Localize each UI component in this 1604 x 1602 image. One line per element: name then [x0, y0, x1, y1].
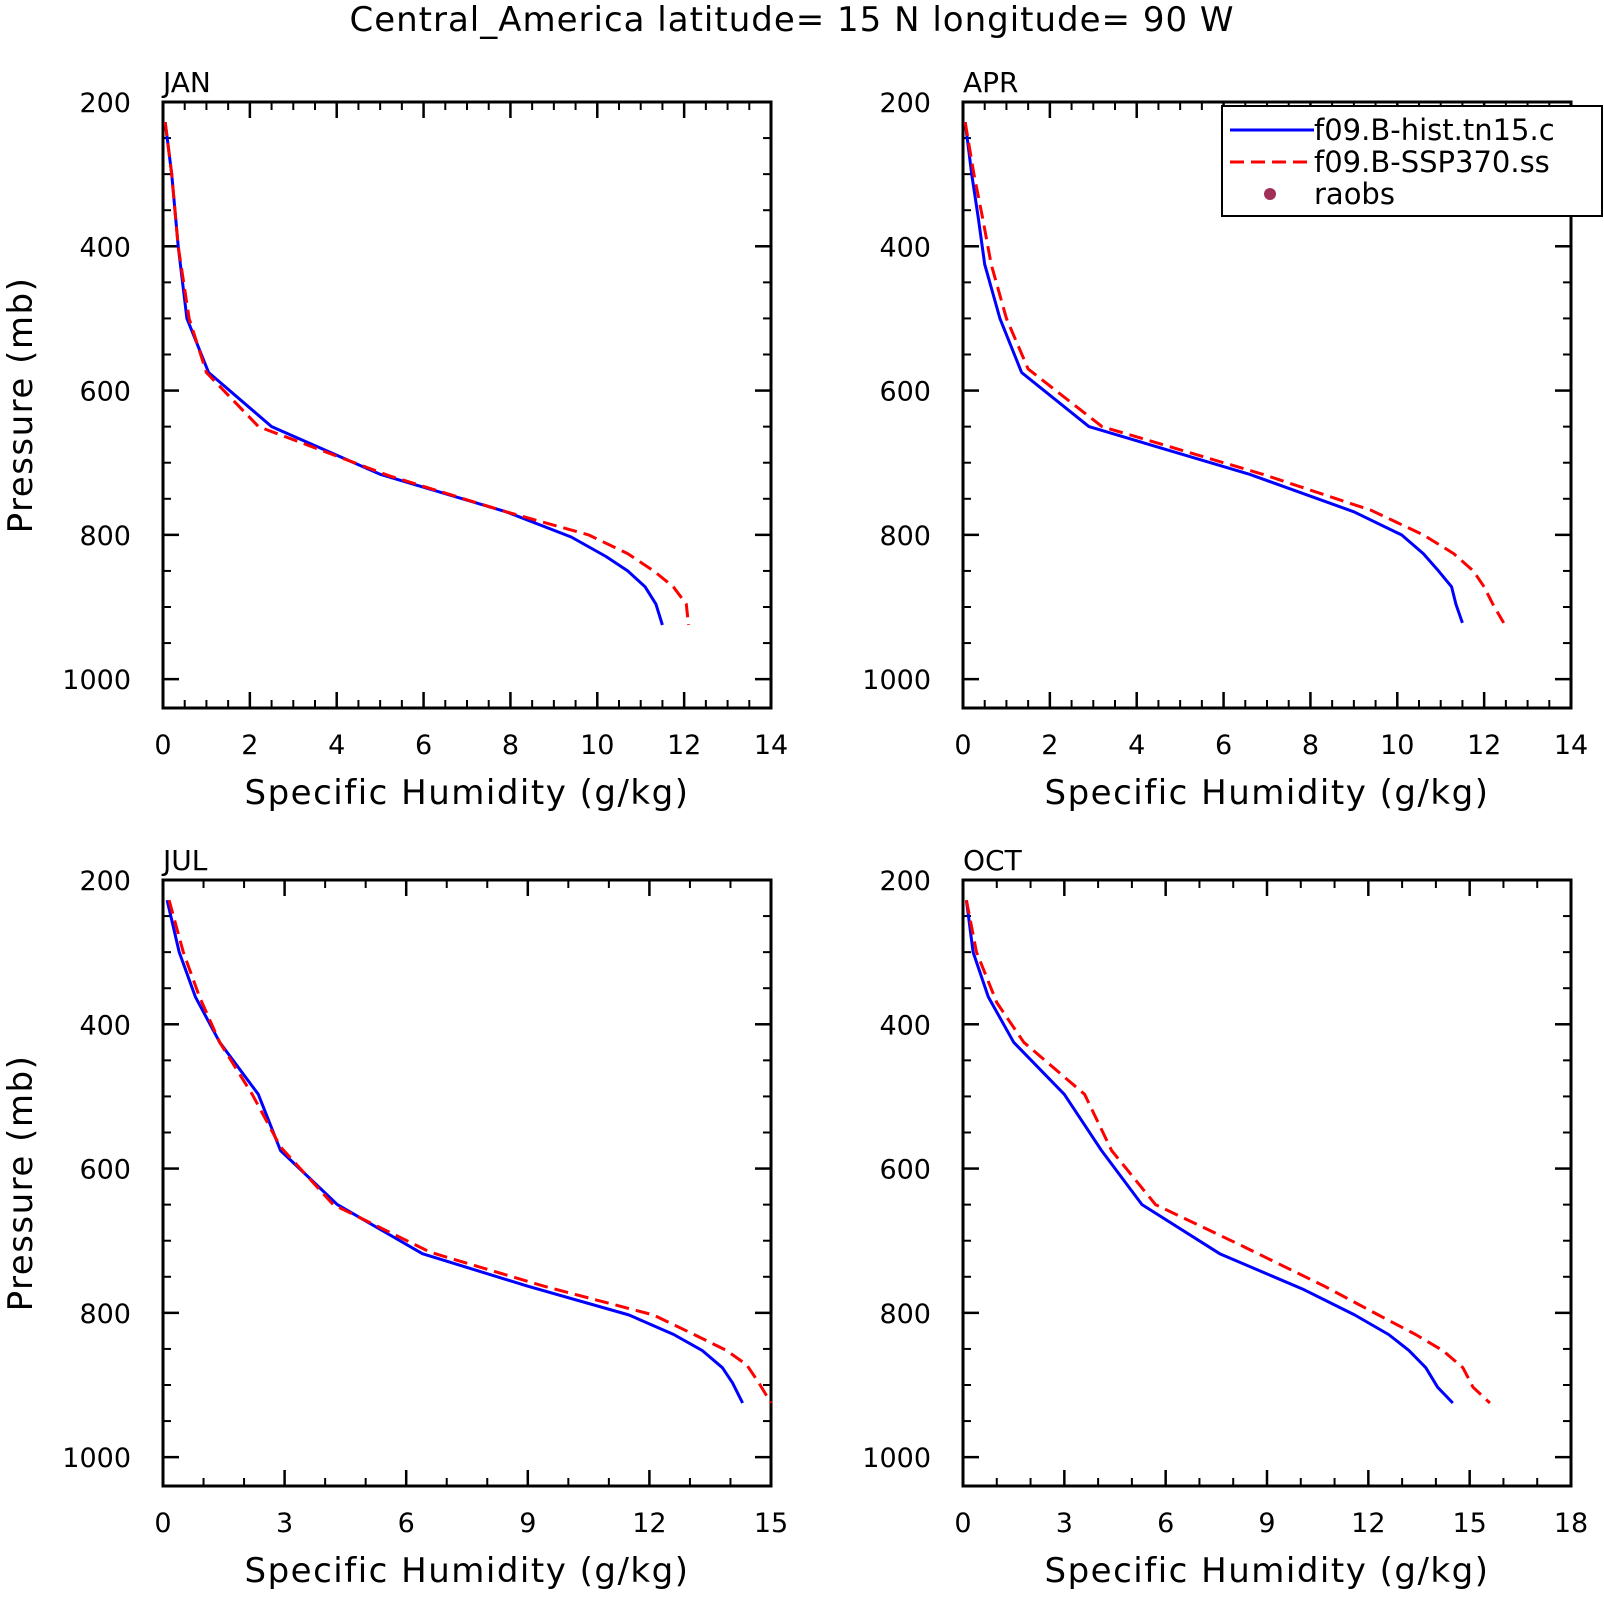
series-line-hist [165, 899, 744, 1404]
y-tick-label: 800 [79, 521, 131, 552]
series-line-ssp370 [964, 899, 1491, 1405]
series-line-hist [963, 122, 1464, 624]
x-tick-label: 2 [1041, 730, 1058, 761]
y-tick-label: 1000 [862, 665, 931, 696]
legend-label: f09.B-SSP370.ss [1314, 145, 1550, 179]
y-tick-label: 200 [879, 88, 931, 119]
panel-oct: OCT 0 3 6 9 12 15 18 200 400 600 800 1000 Specific Hu… [862, 844, 1588, 1591]
figure-title: Central_America latitude= 15 N longitude… [349, 0, 1234, 40]
y-tick-label: 600 [879, 377, 931, 408]
x-tick-label: 15 [1452, 1508, 1486, 1539]
x-tick-label: 2 [241, 730, 258, 761]
x-tick-label: 12 [1351, 1508, 1385, 1539]
legend-label: f09.B-hist.tn15.c [1314, 113, 1555, 147]
y-tick-label: 600 [79, 1155, 131, 1186]
x-tick-label: 14 [754, 730, 788, 761]
x-tick-label: 3 [276, 1508, 293, 1539]
x-tick-label: 0 [154, 730, 171, 761]
y-tick-label: 600 [879, 1155, 931, 1186]
x-tick-label: 12 [1467, 730, 1501, 761]
panel-label: JAN [161, 66, 211, 99]
x-axis-label: Specific Humidity (g/kg) [1045, 773, 1490, 813]
x-tick-label: 0 [154, 1508, 171, 1539]
y-tick-label: 800 [879, 1299, 931, 1330]
x-tick-label: 18 [1554, 1508, 1588, 1539]
y-tick-label: 600 [79, 377, 131, 408]
x-tick-label: 4 [328, 730, 345, 761]
plot-frame [161, 878, 773, 1488]
y-tick-label: 200 [879, 866, 931, 897]
legend-marker-dot [1264, 188, 1276, 200]
y-tick-label: 1000 [862, 1443, 931, 1474]
x-tick-label: 8 [1302, 730, 1319, 761]
legend-label: raobs [1314, 177, 1395, 211]
y-tick-label: 800 [879, 521, 931, 552]
x-tick-label: 10 [1380, 730, 1414, 761]
y-tick-label: 400 [879, 1010, 931, 1041]
x-tick-label: 6 [1157, 1508, 1174, 1539]
y-tick-label: 400 [879, 232, 931, 263]
series-line-ssp370 [167, 899, 773, 1404]
panel-label: JUL [161, 844, 208, 877]
x-tick-label: 10 [580, 730, 614, 761]
y-axis-label: Pressure (mb) [1, 277, 41, 534]
x-tick-label: 9 [1258, 1508, 1275, 1539]
panel-label: OCT [963, 844, 1023, 877]
series-line-hist [964, 900, 1454, 1405]
x-tick-label: 8 [502, 730, 519, 761]
panel-jan: JAN 0 2 4 6 8 10 12 14 200 400 600 800 1000 Specific H… [1, 66, 788, 813]
x-tick-label: 12 [667, 730, 701, 761]
panel-apr: APR 0 2 4 6 8 10 12 14 200 400 600 800 1000 Specific H… [862, 66, 1588, 813]
y-tick-label: 1000 [62, 1443, 131, 1474]
panel-jul: JUL 0 3 6 9 12 15 200 400 600 800 1000 Specific Humi… [1, 844, 788, 1591]
y-tick-label: 1000 [62, 665, 131, 696]
x-tick-label: 0 [954, 1508, 971, 1539]
x-tick-label: 6 [1215, 730, 1232, 761]
x-tick-label: 12 [632, 1508, 666, 1539]
x-tick-label: 15 [754, 1508, 788, 1539]
y-axis-label: Pressure (mb) [1, 1055, 41, 1312]
series-line-ssp370 [163, 122, 690, 626]
x-tick-label: 6 [398, 1508, 415, 1539]
x-tick-label: 6 [415, 730, 432, 761]
x-axis-label: Specific Humidity (g/kg) [1045, 1551, 1490, 1591]
x-axis-label: Specific Humidity (g/kg) [245, 1551, 690, 1591]
x-tick-label: 9 [519, 1508, 536, 1539]
y-tick-label: 200 [79, 866, 131, 897]
y-tick-label: 400 [79, 1010, 131, 1041]
y-tick-label: 400 [79, 232, 131, 263]
panel-label: APR [963, 66, 1019, 99]
series-line-ssp370 [963, 121, 1505, 624]
y-tick-label: 200 [79, 88, 131, 119]
x-tick-label: 14 [1554, 730, 1588, 761]
x-tick-label: 4 [1128, 730, 1145, 761]
x-axis-label: Specific Humidity (g/kg) [245, 773, 690, 813]
y-tick-label: 800 [79, 1299, 131, 1330]
x-tick-label: 0 [954, 730, 971, 761]
x-tick-label: 3 [1056, 1508, 1073, 1539]
